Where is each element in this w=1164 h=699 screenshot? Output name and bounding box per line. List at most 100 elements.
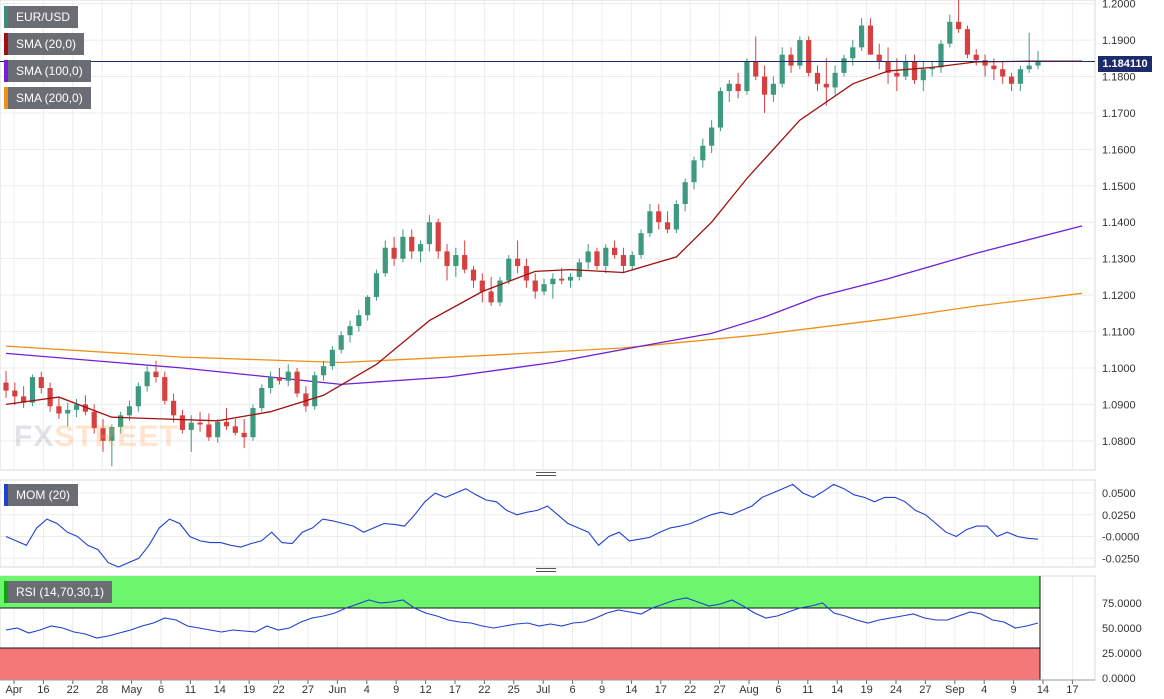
candle-body [427,222,432,244]
candle-body [418,244,423,251]
candle [497,277,502,306]
candle-body [603,248,608,266]
candle [312,372,317,410]
x-tick-label: 9 [599,684,605,696]
x-tick-label: 22 [478,684,490,696]
last-price-tag: 1.184110 [1098,56,1152,72]
candle-body [1027,66,1032,70]
candle-body [744,62,749,91]
candle-body [912,62,917,80]
candle-body [850,47,855,58]
candle-body [162,377,167,401]
x-tick-label: 17 [655,684,667,696]
candle [965,26,970,59]
candle-body [127,406,132,415]
x-tick-label: Jun [329,684,347,696]
candle-body [453,255,458,266]
candle [374,270,379,301]
price-tick-label: 1.1400 [1102,217,1136,229]
candle-body [277,377,282,381]
x-tick-label: 11 [802,684,813,696]
x-tick-label: 14 [625,684,637,696]
candle-body [753,62,758,77]
price-tick-label: 1.1300 [1102,254,1136,266]
rsi-oversold-zone [0,648,1040,680]
legend-mom: MOM (20) [4,484,78,506]
candle-body [630,255,635,266]
candle-body [709,128,714,146]
candle-body [559,279,564,281]
price-tick-label: 1.1700 [1102,108,1136,120]
candle [674,200,679,233]
candle-body [471,270,476,281]
price-tick-label: 1.1900 [1102,35,1136,47]
x-tick-label: 22 [272,684,284,696]
x-tick-label: 28 [96,684,108,696]
candle-body [991,66,996,70]
mom-tick-label: 0.0500 [1102,488,1136,500]
x-tick-label: 17 [1066,684,1078,696]
candle-body [965,29,970,55]
candle-body [824,84,829,88]
rsi-overbought-zone [0,576,1040,608]
candle-body [321,366,326,375]
price-tick-label: 1.0800 [1102,436,1136,448]
x-tick-label: 6 [570,684,576,696]
candle-body [691,160,696,182]
candle [506,255,511,284]
candle-body [294,372,299,394]
candle-body [974,55,979,60]
price-tick-label: 1.1600 [1102,144,1136,156]
candle-body [647,211,652,233]
candle-body [506,259,511,281]
x-tick-label: 9 [393,684,399,696]
candle-body [771,84,776,95]
x-tick-label: Jul [536,684,550,696]
candle-body [30,377,35,403]
candle-body [788,55,793,66]
candle-body [136,386,141,406]
candle-body [74,404,79,409]
candle-body [921,69,926,80]
candle-body [392,248,397,259]
x-tick-label: 6 [158,684,164,696]
candle-body [409,237,414,252]
x-tick-label: 24 [890,684,902,696]
candle [806,36,811,76]
candle-body [683,182,688,204]
candle-body [524,266,529,281]
candle-body [197,423,202,425]
candle-body [718,91,723,127]
rsi-tick-label: 50.0000 [1102,623,1142,635]
rsi-tick-label: 25.0000 [1102,648,1142,660]
x-tick-label: 14 [214,684,226,696]
candle-body [833,73,838,88]
candle-body [674,204,679,230]
candle-body [224,422,229,426]
candle-body [594,251,599,266]
x-tick-label: 4 [981,684,987,696]
candle [797,36,802,69]
candle-body [947,22,952,44]
x-tick-label: Apr [5,684,22,696]
candle-body [656,211,661,222]
candle [744,58,749,94]
candle-body [982,60,987,65]
legend-rsi: RSI (14,70,30,1) [4,581,112,603]
candle-body [39,377,44,388]
price-tick-label: 1.1000 [1102,363,1136,375]
candle-body [65,410,70,414]
x-tick-label: 14 [831,684,843,696]
candle-body [815,73,820,84]
price-tick-label: 1.1100 [1102,327,1135,339]
legend-sma200: SMA (200,0) [4,87,91,109]
x-tick-label: 17 [449,684,461,696]
pane-resize-handle-2[interactable] [536,567,556,573]
candle [638,230,643,259]
price-tick-label: 1.1200 [1102,290,1136,302]
candle-body [894,73,899,77]
x-tick-label: 27 [919,684,931,696]
pane-resize-handle-1[interactable] [536,471,556,477]
candle-body [347,326,352,335]
candle-body [1018,69,1023,84]
